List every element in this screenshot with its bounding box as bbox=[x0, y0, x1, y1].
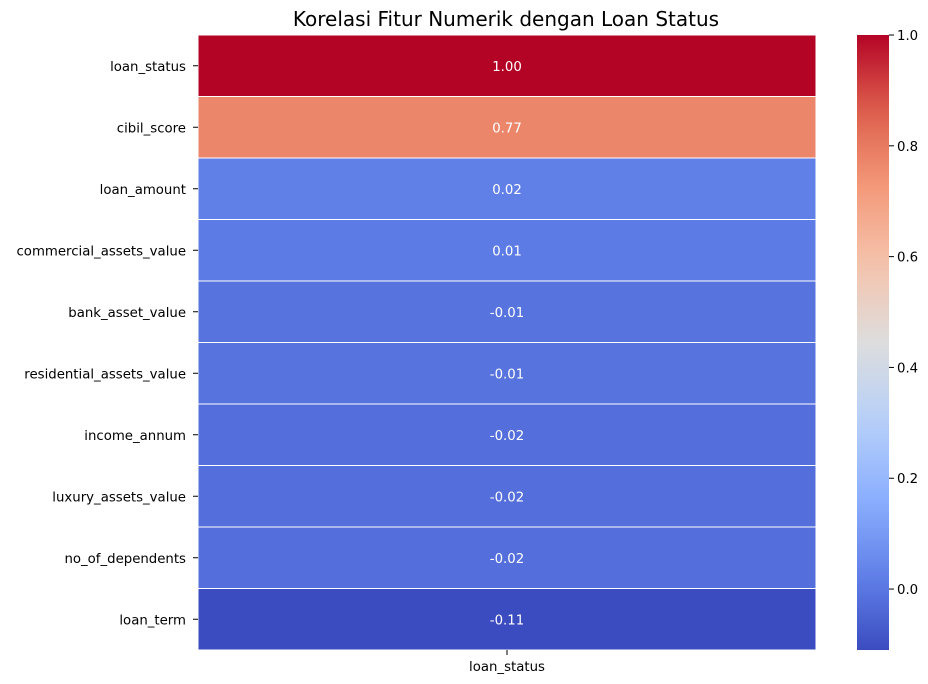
row-tick-label: loan_amount bbox=[100, 183, 186, 198]
cell-value-label: -0.01 bbox=[490, 367, 524, 382]
colorbar: 0.0 0.2 0.4 0.6 0.8 1.0 bbox=[857, 29, 918, 650]
row-tick-label: loan_status bbox=[110, 60, 186, 75]
row-tick-label: commercial_assets_value bbox=[17, 244, 187, 259]
cell-value-label: -0.11 bbox=[490, 613, 524, 628]
colorbar-tick-label: 0.0 bbox=[897, 583, 918, 598]
heatmap-cell bbox=[197, 157, 817, 220]
colorbar-tick-label: 0.4 bbox=[897, 361, 918, 376]
heatmap-cell bbox=[197, 465, 817, 528]
heatmap-cell bbox=[197, 588, 817, 651]
column-tick-labels: loan_status bbox=[469, 650, 545, 675]
cell-value-label: -0.02 bbox=[490, 552, 524, 567]
row-tick-label: income_annum bbox=[84, 429, 186, 444]
row-tick-label: residential_assets_value bbox=[24, 367, 186, 382]
colorbar-gradient bbox=[857, 35, 889, 650]
heatmap-cell bbox=[197, 34, 817, 97]
row-tick-label: bank_asset_value bbox=[68, 306, 186, 321]
row-tick-labels: loan_status cibil_score loan_amountcommerc… bbox=[17, 60, 198, 628]
column-tick-label: loan_status bbox=[469, 660, 545, 675]
heatmap-cells: 1.00 0.77 0.02 0.01 -0.01 -0.01 -0.02 -0.02 -0.0… bbox=[197, 34, 817, 651]
heatmap-cell bbox=[197, 219, 817, 282]
cell-value-label: -0.02 bbox=[490, 429, 524, 444]
heatmap-cell bbox=[197, 280, 817, 343]
colorbar-tick-label: 1.0 bbox=[897, 29, 918, 44]
row-tick-label: loan_term bbox=[119, 613, 186, 628]
cell-value-label: 1.00 bbox=[492, 60, 522, 75]
row-tick-label: luxury_assets_value bbox=[52, 490, 186, 505]
cell-value-label: -0.02 bbox=[490, 490, 524, 505]
heatmap-cell bbox=[197, 342, 817, 405]
cell-value-label: 0.01 bbox=[492, 244, 522, 259]
colorbar-tick-label: 0.6 bbox=[897, 251, 918, 266]
chart-title: Korelasi Fitur Numerik dengan Loan Statu… bbox=[293, 7, 719, 31]
heatmap-cell bbox=[197, 96, 817, 159]
colorbar-tick-label: 0.2 bbox=[897, 472, 918, 487]
cell-value-label: 0.77 bbox=[492, 121, 522, 136]
colorbar-tick-label: 0.8 bbox=[897, 140, 918, 155]
row-tick-label: cibil_score bbox=[117, 121, 186, 136]
cell-value-label: -0.01 bbox=[490, 306, 524, 321]
row-tick-label: no_of_dependents bbox=[64, 552, 186, 567]
cell-value-label: 0.02 bbox=[492, 183, 522, 198]
